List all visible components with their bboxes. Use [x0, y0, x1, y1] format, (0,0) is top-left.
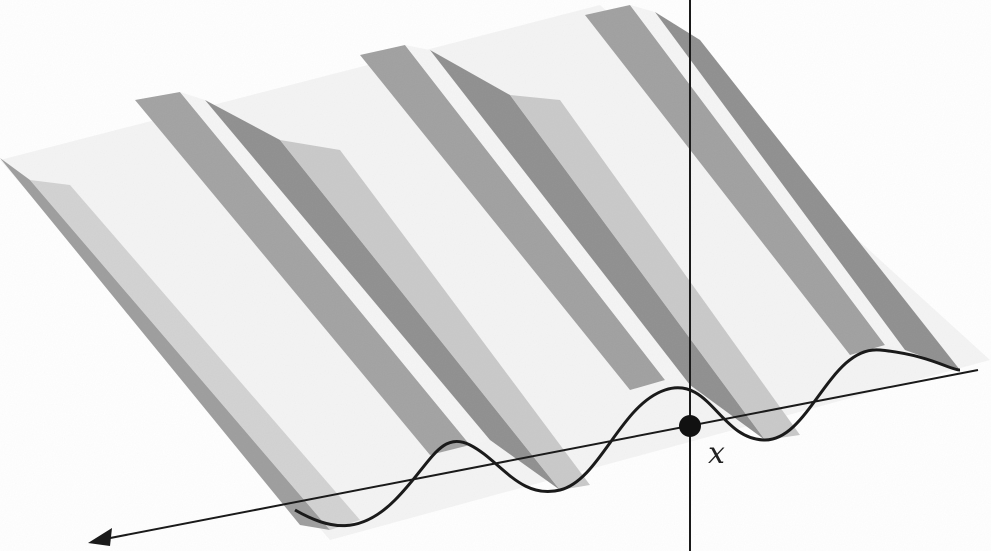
origin-dot — [679, 415, 701, 437]
origin-label: x — [708, 436, 725, 471]
x-axis-arrowhead — [88, 528, 112, 546]
x-axis-line — [99, 369, 979, 541]
